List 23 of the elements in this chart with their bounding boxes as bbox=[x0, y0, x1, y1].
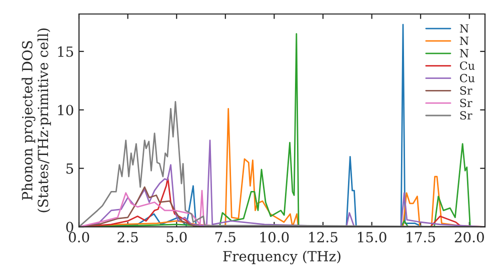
x-tick-label: 15.0 bbox=[358, 232, 386, 242]
x-tick-label: 5.0 bbox=[166, 232, 187, 242]
x-tick-label: 7.5 bbox=[216, 232, 236, 242]
y-tick-label: 15 bbox=[58, 46, 74, 57]
x-tick-label: 20.0 bbox=[454, 232, 484, 242]
legend-label: Sr bbox=[460, 111, 472, 120]
legend-label: Sr bbox=[460, 98, 472, 108]
x-tick-label: 17.5 bbox=[406, 232, 435, 242]
x-tick-label: 2.5 bbox=[118, 232, 138, 242]
y-tick-label: 5 bbox=[66, 163, 74, 174]
legend-label: N bbox=[460, 49, 469, 58]
y-axis-title: Phonon projected DOS (States/THz·primitive cell) bbox=[22, 28, 51, 212]
x-tick-label: 12.5 bbox=[309, 232, 338, 242]
x-tick-label: 10.0 bbox=[260, 232, 289, 242]
legend-label: Cu bbox=[460, 74, 475, 82]
legend-label: N bbox=[460, 36, 469, 46]
legend-label: Cu bbox=[460, 61, 475, 70]
legend-label: N bbox=[460, 24, 469, 33]
x-tick-label: 0.0 bbox=[68, 232, 90, 242]
y-tick-label: 0 bbox=[66, 222, 74, 232]
legend-label: Sr bbox=[460, 86, 472, 95]
y-tick-label: 10 bbox=[58, 104, 74, 116]
x-axis-title: Frequency (THz) bbox=[223, 250, 340, 264]
